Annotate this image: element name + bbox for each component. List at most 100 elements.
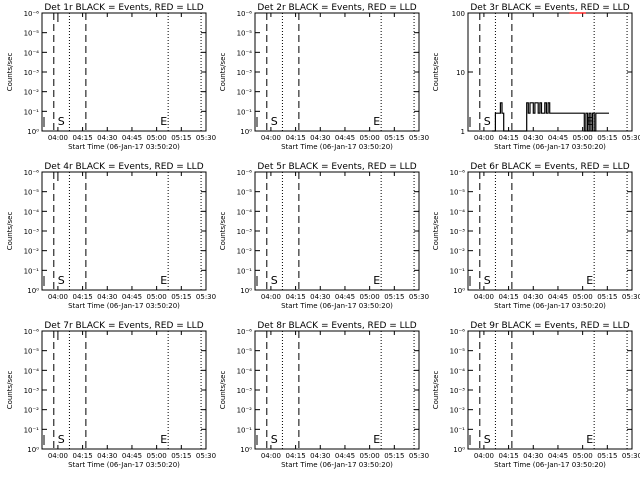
x-tick-label: 05:15	[384, 134, 404, 142]
x-axis-label: Start Time (06-Jan-17 03:50:20)	[281, 461, 393, 469]
y-tick-label: 10⁻²	[450, 407, 466, 415]
y-tick-label: 100	[452, 10, 465, 18]
x-tick-label: 04:45	[335, 452, 355, 460]
y-tick-label: 10⁻⁶	[450, 169, 466, 177]
x-tick-label: 04:45	[122, 293, 142, 301]
x-tick-label: 04:30	[97, 293, 117, 301]
x-tick-label: 05:00	[360, 134, 380, 142]
y-tick-label: 10⁰	[27, 446, 39, 454]
end-marker: E	[160, 274, 167, 287]
panel-det-2: Det 2r BLACK = Events, RED = LLD S E 04:00 0…	[219, 3, 429, 151]
y-tick-label: 1	[461, 128, 465, 136]
y-tick-label: 10⁻⁵	[24, 348, 40, 356]
start-marker: S	[58, 433, 65, 446]
x-tick-label: 04:45	[548, 293, 568, 301]
x-tick-label: 04:45	[122, 134, 142, 142]
x-axis-label: Start Time (06-Jan-17 03:50:20)	[494, 143, 606, 151]
panel-title: Det 1r BLACK = Events, RED = LLD	[44, 3, 203, 13]
end-marker: E	[373, 433, 380, 446]
x-tick-label: 04:30	[310, 134, 330, 142]
x-tick-label: 04:30	[310, 293, 330, 301]
x-tick-label: 05:15	[384, 452, 404, 460]
x-tick-label: 04:15	[72, 293, 92, 301]
y-tick-label: 10⁻⁶	[24, 328, 40, 336]
y-tick-label: 10⁻³	[24, 69, 40, 77]
panel-title: Det 9r BLACK = Events, RED = LLD	[470, 321, 629, 331]
y-tick-label: 10⁻²	[24, 407, 40, 415]
y-tick-label: 10⁻¹	[24, 267, 40, 275]
plot-frame	[41, 330, 207, 450]
x-tick-label: 04:30	[310, 452, 330, 460]
x-tick-label: 04:15	[72, 452, 92, 460]
y-tick-label: 10⁻²	[450, 248, 466, 256]
x-tick-label: 04:15	[498, 134, 518, 142]
x-tick-label: 05:15	[597, 134, 617, 142]
x-tick-label: 05:15	[597, 293, 617, 301]
x-tick-label: 05:00	[573, 293, 593, 301]
x-tick-label: 04:15	[285, 293, 305, 301]
y-axis-label: Counts/sec	[432, 371, 440, 410]
plot-frame	[467, 171, 633, 291]
plot-frame	[254, 171, 420, 291]
x-tick-label: 04:30	[97, 452, 117, 460]
plot-frame	[41, 171, 207, 291]
y-tick-label: 10⁻³	[24, 387, 40, 395]
y-axis-label: Counts/sec	[219, 212, 227, 251]
y-axis-label: Counts/sec	[219, 53, 227, 92]
x-tick-label: 04:00	[261, 134, 281, 142]
x-tick-label: 05:30	[409, 452, 429, 460]
y-axis-label: Counts/sec	[432, 53, 440, 92]
start-marker: S	[271, 115, 278, 128]
x-tick-label: 05:30	[622, 293, 640, 301]
y-tick-label: 10⁻⁶	[450, 328, 466, 336]
y-tick-label: 10⁻⁶	[24, 10, 40, 18]
y-tick-label: 10⁻²	[237, 89, 253, 97]
x-tick-label: 05:30	[196, 293, 216, 301]
y-tick-label: 10⁻²	[24, 89, 40, 97]
start-marker: S	[58, 274, 65, 287]
start-marker: S	[484, 433, 491, 446]
x-tick-label: 04:30	[523, 134, 543, 142]
y-tick-label: 10⁻⁵	[450, 348, 466, 356]
x-tick-label: 05:00	[147, 134, 167, 142]
y-axis-label: Counts/sec	[6, 212, 14, 251]
y-tick-label: 10⁰	[27, 287, 39, 295]
y-tick-label: 10⁰	[27, 128, 39, 136]
x-tick-label: 05:30	[409, 293, 429, 301]
start-marker: S	[271, 433, 278, 446]
y-tick-label: 10⁻¹	[237, 426, 253, 434]
x-tick-label: 05:00	[360, 293, 380, 301]
x-tick-label: 04:00	[48, 452, 68, 460]
x-tick-label: 05:00	[360, 452, 380, 460]
x-tick-label: 05:15	[171, 134, 191, 142]
y-tick-label: 10⁻¹	[450, 267, 466, 275]
x-tick-label: 04:45	[335, 134, 355, 142]
y-tick-label: 10⁻⁴	[450, 208, 466, 216]
panel-det-1: Det 1r BLACK = Events, RED = LLD S E 04:00 0…	[6, 3, 216, 151]
x-tick-label: 05:30	[409, 134, 429, 142]
x-tick-label: 04:45	[548, 452, 568, 460]
y-tick-label: 10⁻⁴	[450, 367, 466, 375]
x-tick-label: 04:15	[498, 452, 518, 460]
x-tick-label: 04:30	[97, 134, 117, 142]
panel-det-7: Det 7r BLACK = Events, RED = LLD S E 04:00 0…	[6, 321, 216, 469]
y-tick-label: 10⁻¹	[237, 108, 253, 116]
y-tick-label: 10⁻⁴	[237, 49, 253, 57]
x-tick-label: 05:15	[171, 452, 191, 460]
y-tick-label: 10⁻⁴	[24, 49, 40, 57]
y-tick-label: 10⁻¹	[24, 108, 40, 116]
plot-frame	[467, 330, 633, 450]
y-tick-label: 10⁻⁵	[450, 189, 466, 197]
y-tick-label: 10⁻²	[24, 248, 40, 256]
start-marker: S	[58, 115, 65, 128]
end-marker: E	[160, 115, 167, 128]
x-tick-label: 05:30	[196, 134, 216, 142]
panel-title: Det 2r BLACK = Events, RED = LLD	[257, 3, 416, 13]
x-tick-label: 05:15	[384, 293, 404, 301]
panel-title: Det 6r BLACK = Events, RED = LLD	[470, 162, 629, 172]
y-tick-label: 10⁰	[240, 128, 252, 136]
y-tick-label: 10⁻³	[237, 387, 253, 395]
x-tick-label: 04:00	[48, 293, 68, 301]
y-tick-label: 10⁰	[453, 446, 465, 454]
events-series-line	[492, 102, 609, 132]
